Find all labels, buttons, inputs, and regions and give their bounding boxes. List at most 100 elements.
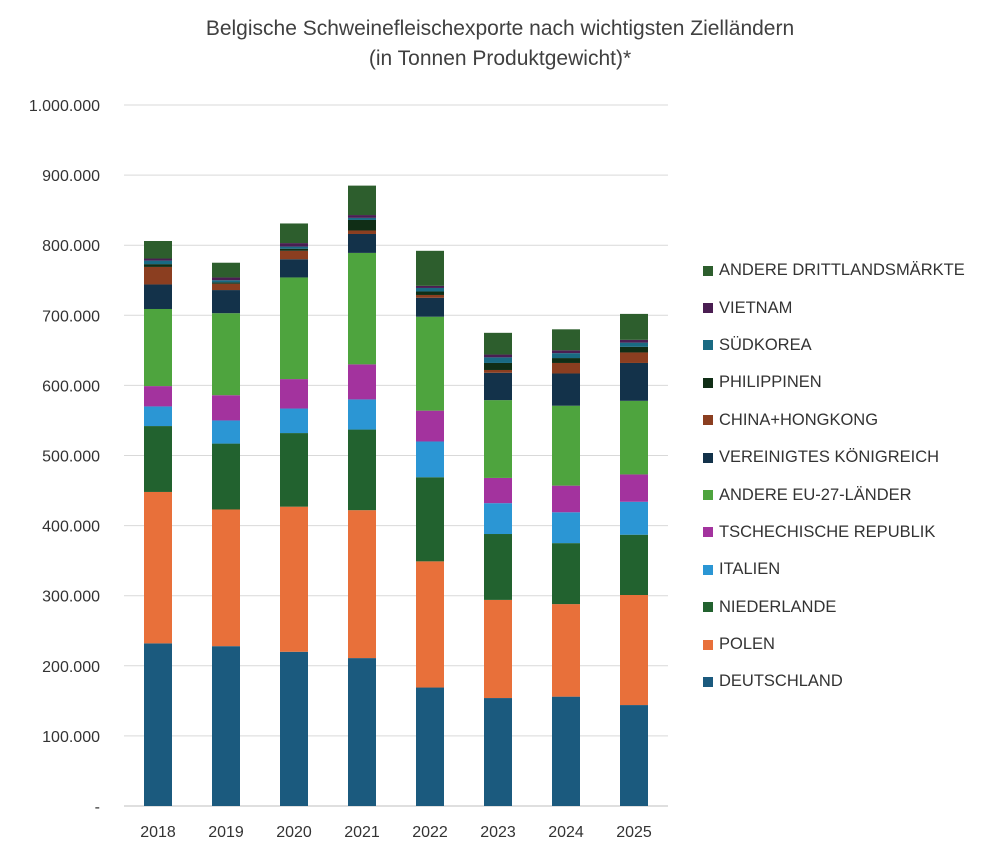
- legend-label: TSCHECHISCHE REPUBLIK: [719, 522, 936, 541]
- bar-segment: [484, 698, 512, 806]
- bar-segment: [416, 250, 444, 286]
- y-tick-label: 1.000.000: [29, 98, 100, 115]
- bar-segment: [144, 491, 172, 644]
- legend-label: ANDERE DRITTLANDSMÄRKTE: [719, 261, 965, 280]
- bar-segment: [280, 379, 308, 409]
- bar-segment: [280, 248, 308, 251]
- legend-swatch: [703, 602, 713, 613]
- bar-segment: [484, 534, 512, 600]
- x-tick-label: 2018: [140, 824, 176, 841]
- bar-segment: [280, 506, 308, 652]
- bar-segment: [552, 696, 580, 806]
- bar-segment: [212, 443, 240, 510]
- legend-label: ANDERE EU-27-LÄNDER: [719, 485, 912, 504]
- bar-segment: [484, 354, 512, 358]
- bar-segment: [212, 282, 240, 284]
- legend-swatch: [703, 377, 713, 388]
- legend-item: NIEDERLANDE: [703, 589, 1000, 626]
- y-tick-label: 600.000: [42, 378, 100, 395]
- bar-segment: [280, 433, 308, 507]
- legend-item: PHILIPPINEN: [703, 364, 1000, 401]
- bar-segment: [348, 429, 376, 511]
- bar-segment: [280, 408, 308, 434]
- bar-segment: [144, 406, 172, 427]
- bar-segment: [416, 441, 444, 478]
- legend-swatch: [703, 639, 713, 650]
- bar-segment: [416, 291, 444, 295]
- legend-swatch: [703, 452, 713, 463]
- legend-label: POLEN: [719, 635, 775, 654]
- legend-item: TSCHECHISCHE REPUBLIK: [703, 514, 1000, 551]
- bar-segment: [620, 474, 648, 502]
- bar-segment: [144, 284, 172, 309]
- bar-segment: [212, 509, 240, 647]
- bar-segment: [620, 362, 648, 401]
- bar-segment: [620, 352, 648, 363]
- y-tick-label: 700.000: [42, 308, 100, 325]
- bar-segment: [348, 230, 376, 234]
- bar-segment: [280, 246, 308, 249]
- bar-segment: [484, 400, 512, 478]
- bar-segment: [144, 426, 172, 492]
- bar-segment: [212, 277, 240, 281]
- grid-lines: [124, 104, 668, 807]
- legend-swatch: [703, 676, 713, 687]
- legend-swatch: [703, 527, 713, 538]
- legend-label: ITALIEN: [719, 560, 781, 579]
- bar-segment: [348, 658, 376, 806]
- bar-segment: [280, 223, 308, 244]
- bar-segment: [484, 332, 512, 355]
- x-tick-label: 2020: [276, 824, 312, 841]
- bar-segment: [280, 243, 308, 247]
- bar-segment: [212, 646, 240, 806]
- legend-label: CHINA+HONGKONG: [719, 410, 879, 429]
- y-axis-ticks: - 100.000 200.000 300.000 400.000 500.000 600.…: [29, 98, 100, 816]
- bar-segment: [348, 215, 376, 218]
- bar-segment: [416, 687, 444, 806]
- legend-item: POLEN: [703, 626, 1000, 663]
- bar-segment: [552, 485, 580, 513]
- x-axis-ticks: 2018 2019 2020 2021 2022 2023 2024 2025: [140, 824, 652, 841]
- bar-segment: [348, 252, 376, 365]
- bar-segment: [348, 233, 376, 253]
- legend-label: PHILIPPINEN: [719, 373, 822, 392]
- bar-segment: [212, 280, 240, 283]
- bar-segment: [280, 250, 308, 260]
- legend-swatch: [703, 564, 713, 575]
- bar-segment: [552, 543, 580, 605]
- bar-segment: [552, 353, 580, 359]
- x-tick-label: 2025: [616, 824, 652, 841]
- chart-subtitle: (in Tonnen Produktgewicht)*: [368, 47, 632, 70]
- bar-segment: [144, 386, 172, 407]
- bar-segment: [348, 217, 376, 220]
- bar-segment: [348, 399, 376, 430]
- y-tick-label: 900.000: [42, 168, 100, 185]
- bar-segment: [484, 369, 512, 373]
- chart-title: Belgische Schweinefleischexporte nach wi…: [205, 17, 795, 40]
- bar-segment: [144, 258, 172, 261]
- legend-swatch: [703, 265, 713, 276]
- x-tick-label: 2022: [412, 824, 448, 841]
- bar-stacks: [144, 185, 648, 806]
- bar-segment: [416, 287, 444, 292]
- bar-segment: [348, 219, 376, 231]
- legend-item: ANDERE EU-27-LÄNDER: [703, 476, 1000, 513]
- bar-segment: [620, 705, 648, 806]
- legend-label: VEREINIGTES KÖNIGREICH: [719, 448, 940, 467]
- bar-segment: [212, 283, 240, 291]
- bar-segment: [484, 357, 512, 363]
- bar-segment: [620, 534, 648, 595]
- bar-segment: [416, 561, 444, 688]
- legend-swatch: [703, 340, 713, 351]
- bar-segment: [484, 477, 512, 504]
- bar-segment: [484, 503, 512, 535]
- bar-segment: [484, 372, 512, 401]
- bar-segment: [552, 405, 580, 486]
- bar-segment: [552, 350, 580, 354]
- chart-legend: ANDERE DRITTLANDSMÄRKTE VIETNAM SÜDKOREA PH…: [703, 252, 1000, 701]
- bar-segment: [212, 262, 240, 278]
- x-tick-label: 2021: [344, 824, 380, 841]
- legend-item: DEUTSCHLAND: [703, 663, 1000, 700]
- legend-label: SÜDKOREA: [719, 335, 812, 354]
